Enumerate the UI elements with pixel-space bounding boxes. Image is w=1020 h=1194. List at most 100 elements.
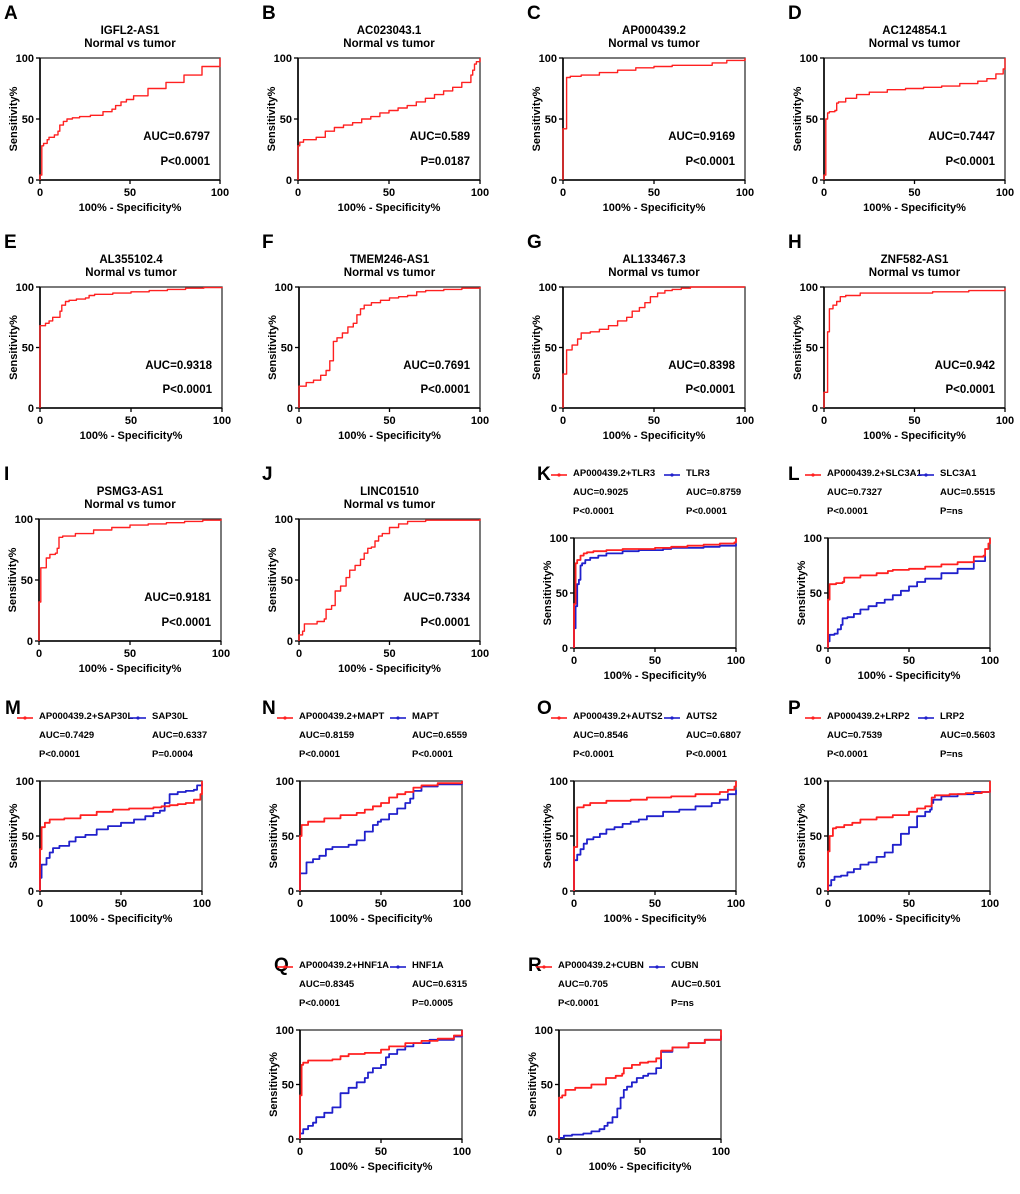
legend-auc: AUC=0.8546 [573,730,629,741]
legend-label: AP000439.2+LRP2 [827,711,910,722]
legend-p-value: P<0.0001 [573,749,614,760]
y-tick-label: 0 [551,175,557,187]
x-axis-label: 100% - Specificity% [858,670,961,682]
y-tick-label: 0 [286,175,292,187]
roc-curve-single [39,783,203,891]
x-axis-label: 100% - Specificity% [79,202,182,214]
roc-curve-combined [573,781,737,891]
x-tick-label: 50 [903,898,915,910]
gene-name: AP000439.2 [622,25,686,37]
plot-frame [827,780,991,892]
legend-swatch-combined [536,965,552,969]
y-axis-label: Sensitivity% [268,803,280,868]
plot-frame [298,286,481,409]
auc-label: AUC=0.6797 [143,131,210,144]
legend-p-value: P<0.0001 [299,998,340,1009]
panel-letter: P [788,698,801,719]
x-tick-label: 50 [908,415,920,427]
legend-label: HNF1A [412,960,444,971]
legend-swatch-combined [17,716,33,720]
x-tick-label: 100 [996,415,1014,427]
auc-label: AUC=0.9169 [668,131,735,144]
legend-auc: AUC=0.705 [558,979,608,990]
y-tick-label: 100 [539,53,557,65]
legend-swatch-combined [551,473,567,477]
legend-label: MAPT [412,711,439,722]
legend-swatch-single [664,716,680,720]
legend-label: AUTS2 [686,711,718,722]
legend-p-value: P<0.0001 [299,749,340,760]
x-tick-label: 0 [36,648,42,660]
x-tick-label: 0 [821,415,827,427]
y-axis-label: Sensitivity% [531,86,543,151]
roc-curve-combined [298,519,481,641]
p-value-label: P<0.0001 [420,616,470,629]
x-tick-label: 0 [825,655,831,667]
roc-plot: 00 50 50 100 100 100% - Specificity% Sensitivi… [531,282,754,442]
x-tick-label: 0 [37,898,43,910]
panel-letter: G [527,232,542,253]
panel-letter: J [262,464,273,485]
legend-swatch-combined [805,716,821,720]
panel-letter: Q [274,955,289,976]
y-tick-label: 0 [812,403,818,415]
legend-p-value: P<0.0001 [412,749,453,760]
roc-curve-combined [562,286,745,408]
x-tick-label: 50 [125,415,137,427]
roc-plot: 00 50 50 100 100 100% - Specificity% Sensitivi… [8,776,211,925]
gene-name: IGFL2-AS1 [100,25,160,37]
y-tick-label: 0 [812,175,818,187]
legend-auc: AUC=0.6559 [412,730,468,741]
legend-p-value: P=ns [671,998,694,1009]
legend-label: SLC3A1 [940,468,977,479]
roc-plot: 00 50 50 100 100 100% - Specificity% Sensitivi… [796,533,999,682]
legend-p-value: P<0.0001 [686,506,727,517]
x-axis-label: 100% - Specificity% [79,663,182,675]
roc-curve-combined [558,1030,722,1139]
x-tick-label: 0 [821,187,827,199]
plot-frame [827,537,991,649]
plot-frame [573,537,737,649]
y-tick-label: 50 [282,1080,294,1092]
x-tick-label: 100 [193,898,211,910]
x-axis-label: 100% - Specificity% [330,1161,433,1173]
roc-curve-single [573,543,737,648]
y-tick-label: 50 [282,831,294,843]
y-tick-label: 100 [16,282,34,294]
y-axis-label: Sensitivity% [542,803,554,868]
roc-plot: 00 50 50 100 100 100% - Specificity% Sensitivi… [267,514,489,675]
plot-frame [562,57,746,181]
roc-curve-single [299,1030,463,1139]
y-tick-label: 50 [22,831,34,843]
legend-swatch-combined [277,965,293,969]
y-tick-label: 0 [287,403,293,415]
y-tick-label: 100 [550,533,568,545]
x-axis-label: 100% - Specificity% [70,913,173,925]
roc-plot: 00 50 50 100 100 100% - Specificity% Sensitivi… [796,776,999,925]
y-axis-label: Sensitivity% [7,547,19,612]
y-tick-label: 100 [800,53,818,65]
gene-name: AL133467.3 [622,254,686,266]
roc-plot: 00 50 50 100 100 100% - Specificity% Sensitivi… [266,53,489,214]
chart-title: AL133467.3 Normal vs tumor [553,254,755,280]
y-tick-label: 0 [562,643,568,655]
roc-curve-combined [299,1030,463,1139]
gene-name: ZNF582-AS1 [880,254,949,266]
x-tick-label: 100 [727,898,745,910]
x-axis-label: 100% - Specificity% [863,430,966,442]
x-axis-label: 100% - Specificity% [603,430,706,442]
x-tick-label: 0 [825,898,831,910]
panel-letter: H [788,232,802,253]
panel-letter: F [262,232,274,253]
plot-frame [39,286,223,409]
x-tick-label: 100 [981,898,999,910]
roc-curve-combined [827,781,991,891]
gene-name: AL355102.4 [99,254,163,266]
legend-p-value: P<0.0001 [686,749,727,760]
x-tick-label: 100 [712,1146,730,1158]
legend-p-value: P<0.0001 [558,998,599,1009]
legend-p-value: P<0.0001 [39,749,80,760]
legend-swatch-single [918,473,934,477]
x-tick-label: 100 [471,415,489,427]
y-axis-label: Sensitivity% [792,315,804,380]
